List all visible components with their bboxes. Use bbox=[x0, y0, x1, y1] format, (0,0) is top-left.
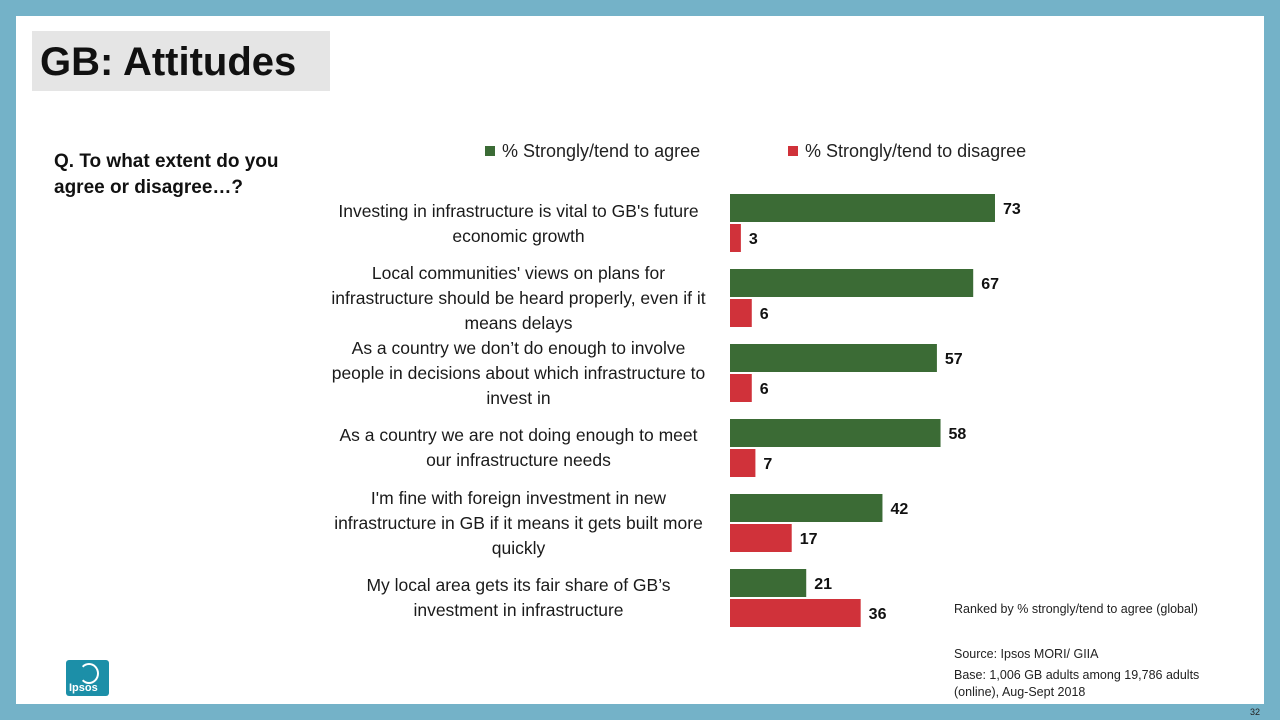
page-number: 32 bbox=[1250, 707, 1261, 717]
data-label-disagree: 17 bbox=[800, 531, 818, 548]
category-label: My local area gets its fair share of GB’… bbox=[366, 575, 671, 620]
bar-agree bbox=[730, 344, 937, 372]
bar-disagree bbox=[730, 524, 792, 552]
bar-agree bbox=[730, 269, 974, 297]
slide-title: GB: Attitudes bbox=[40, 40, 297, 84]
bar-agree bbox=[730, 419, 941, 447]
bar-disagree bbox=[730, 299, 752, 327]
bar-agree bbox=[730, 569, 807, 597]
data-label-agree: 67 bbox=[981, 276, 999, 293]
data-label-disagree: 7 bbox=[763, 456, 772, 473]
logo-mark-icon bbox=[79, 663, 99, 684]
bar-chart: 73 3 67 6 57 6 58 7 42 17 21 36 bbox=[730, 194, 1021, 627]
data-label-agree: 73 bbox=[1003, 201, 1021, 218]
bar-agree bbox=[730, 494, 883, 522]
ipsos-logo: Ipsos bbox=[66, 660, 109, 696]
category-label: Local communities' views on plans for in… bbox=[331, 263, 706, 333]
data-label-agree: 57 bbox=[945, 351, 963, 368]
legend-swatch-disagree bbox=[788, 146, 798, 156]
bar-agree bbox=[730, 194, 995, 222]
ranked-note: Ranked by % strongly/tend to agree (glob… bbox=[954, 602, 1198, 616]
title-box: GB: Attitudes bbox=[32, 31, 330, 91]
data-label-disagree: 3 bbox=[749, 231, 758, 248]
legend-item-agree: % Strongly/tend to agree bbox=[485, 140, 700, 162]
bar-disagree bbox=[730, 224, 741, 252]
legend-swatch-agree bbox=[485, 146, 495, 156]
data-label-agree: 42 bbox=[890, 501, 908, 518]
source-note: Source: Ipsos MORI/ GIIA bbox=[954, 647, 1099, 661]
legend-label-disagree: % Strongly/tend to disagree bbox=[805, 140, 1027, 161]
question-text: Q. To what extent do you agree or disagr… bbox=[54, 151, 279, 198]
category-label: Investing in infrastructure is vital to … bbox=[338, 201, 699, 246]
legend-item-disagree: % Strongly/tend to disagree bbox=[788, 140, 1026, 162]
bar-disagree bbox=[730, 449, 756, 477]
data-label-agree: 58 bbox=[949, 426, 967, 443]
bar-disagree bbox=[730, 599, 861, 627]
slide: GB: Attitudes Q. To what extent do you a… bbox=[16, 16, 1264, 717]
logo-text: Ipsos bbox=[69, 682, 98, 694]
data-label-disagree: 36 bbox=[869, 606, 887, 623]
legend-label-agree: % Strongly/tend to agree bbox=[502, 140, 701, 161]
data-label-disagree: 6 bbox=[760, 306, 769, 323]
data-label-agree: 21 bbox=[814, 576, 832, 593]
data-label-disagree: 6 bbox=[760, 381, 769, 398]
category-label: As a country we are not doing enough to … bbox=[339, 425, 698, 470]
category-label: I'm fine with foreign investment in new … bbox=[334, 488, 703, 558]
base-note: Base: 1,006 GB adults among 19,786 adult… bbox=[954, 668, 1200, 699]
category-label: As a country we don’t do enough to invol… bbox=[331, 338, 706, 408]
bar-disagree bbox=[730, 374, 752, 402]
